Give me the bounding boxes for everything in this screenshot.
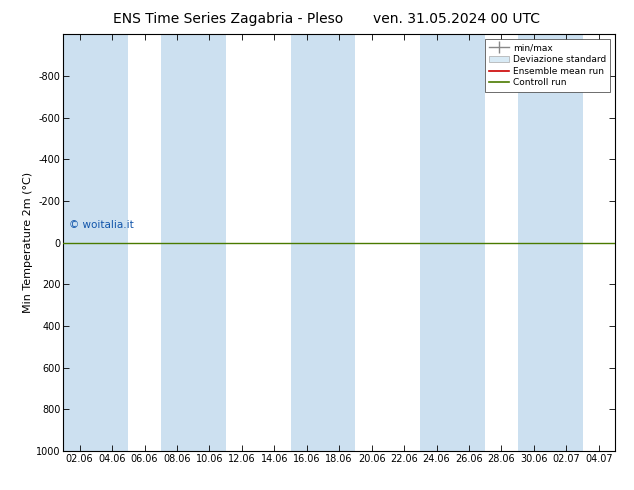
Text: ENS Time Series Zagabria - Pleso: ENS Time Series Zagabria - Pleso bbox=[113, 12, 344, 26]
Bar bbox=[161, 34, 193, 451]
Text: ven. 31.05.2024 00 UTC: ven. 31.05.2024 00 UTC bbox=[373, 12, 540, 26]
Y-axis label: Min Temperature 2m (°C): Min Temperature 2m (°C) bbox=[23, 172, 34, 313]
Bar bbox=[63, 34, 96, 451]
Bar bbox=[323, 34, 356, 451]
Bar bbox=[453, 34, 485, 451]
Bar bbox=[290, 34, 323, 451]
Bar bbox=[193, 34, 226, 451]
Legend: min/max, Deviazione standard, Ensemble mean run, Controll run: min/max, Deviazione standard, Ensemble m… bbox=[485, 39, 611, 92]
Bar bbox=[550, 34, 583, 451]
Bar bbox=[96, 34, 128, 451]
Text: © woitalia.it: © woitalia.it bbox=[69, 220, 134, 230]
Bar bbox=[517, 34, 550, 451]
Bar bbox=[420, 34, 453, 451]
